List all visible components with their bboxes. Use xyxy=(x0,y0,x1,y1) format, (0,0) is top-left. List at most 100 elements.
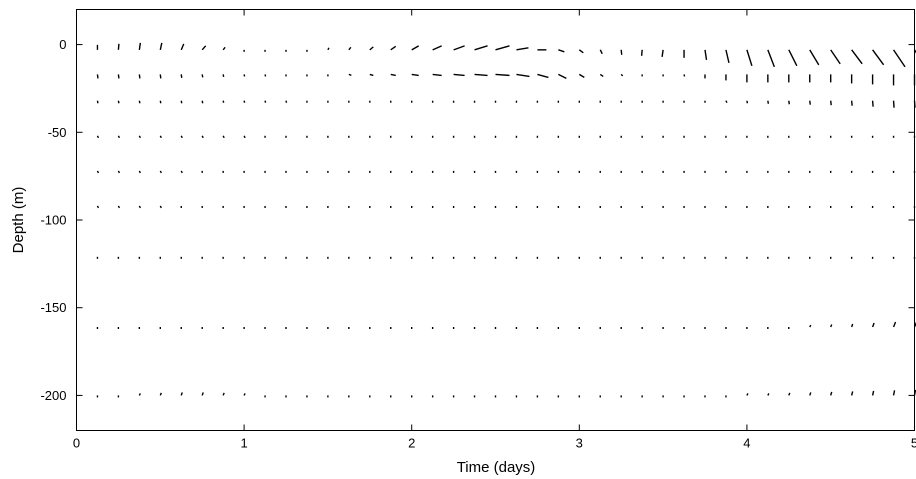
y-tick-label: -200 xyxy=(40,388,66,403)
vector-arrow xyxy=(117,170,121,174)
vector-arrow xyxy=(327,47,330,51)
vector-arrow xyxy=(201,135,204,139)
vector-arrow xyxy=(830,100,832,106)
vector-arrow xyxy=(264,74,267,77)
vector-arrow xyxy=(222,74,225,78)
vector-arrow xyxy=(871,322,875,328)
vector-arrow xyxy=(767,393,770,396)
axis-ticks xyxy=(76,9,915,431)
vector-arrow xyxy=(704,49,708,60)
vector-arrow xyxy=(474,45,488,51)
vector-arrow xyxy=(390,73,396,77)
vector-arrow xyxy=(453,73,465,77)
vector-arrow xyxy=(159,205,162,209)
vector-arrow xyxy=(180,100,183,104)
vector-arrow xyxy=(159,42,163,50)
vector-arrow xyxy=(913,389,916,396)
vector-arrow xyxy=(201,392,204,396)
vector-arrow xyxy=(117,205,121,209)
vector-arrow xyxy=(369,46,374,51)
vector-arrow xyxy=(620,73,624,77)
vector-arrow xyxy=(222,100,225,103)
vector-arrow xyxy=(243,393,246,396)
vector-arrow xyxy=(201,45,207,51)
vector-arrow xyxy=(411,45,420,51)
vector-arrow xyxy=(788,49,798,67)
x-tick-label: 3 xyxy=(576,436,583,451)
vector-arrow xyxy=(138,205,141,209)
vector-arrow xyxy=(453,45,465,51)
vector-arrow xyxy=(96,205,100,209)
vector-arrow xyxy=(725,49,730,64)
vector-arrow xyxy=(243,100,246,103)
vector-arrow xyxy=(180,392,183,396)
vector-arrow xyxy=(369,73,374,77)
plot-frame xyxy=(76,9,915,431)
vector-arrow xyxy=(892,100,895,108)
vector-arrow xyxy=(620,49,623,55)
vector-arrow xyxy=(117,43,120,50)
vector-arrow xyxy=(159,135,162,139)
vector-arrow xyxy=(892,49,906,68)
vector-arrow xyxy=(117,100,120,104)
vector-arrow xyxy=(348,46,352,51)
vector-arrow xyxy=(913,100,916,108)
vector-arrow xyxy=(746,49,753,67)
y-tick-label: -50 xyxy=(48,125,67,140)
vector-arrow xyxy=(495,45,510,51)
vector-arrow xyxy=(138,74,141,79)
vector-arrow xyxy=(830,324,833,328)
vector-arrow xyxy=(640,49,643,56)
vector-arrow xyxy=(537,73,549,79)
vector-arrow xyxy=(850,100,853,106)
vector-arrow xyxy=(180,135,183,139)
vector-arrow xyxy=(117,135,121,139)
axis-tick-labels: 0 1 2 3 4 5 0 -50 -100 -150 -200 xyxy=(40,37,916,450)
vector-arrow xyxy=(746,100,749,104)
vector-arrow xyxy=(411,73,419,77)
vector-arrow xyxy=(872,49,885,66)
vector-arrow xyxy=(767,49,776,68)
vector-arrow xyxy=(96,135,100,139)
vector-arrow xyxy=(222,135,225,139)
vector-arrow xyxy=(830,391,833,396)
vector-arrow xyxy=(599,49,603,55)
vector-arrow xyxy=(578,49,584,54)
vector-arrow xyxy=(871,390,875,396)
vector-arrow xyxy=(578,73,585,79)
vector-arrow xyxy=(285,100,288,103)
vector-arrow xyxy=(746,393,749,396)
vector-arrow xyxy=(809,392,812,396)
vector-arrow xyxy=(599,73,604,77)
vector-arrow xyxy=(558,49,565,53)
vector-arrow xyxy=(222,392,225,396)
vector-arrow xyxy=(138,135,141,139)
vector-arrow xyxy=(138,393,141,396)
vector-arrow xyxy=(788,100,790,105)
vector-arrow xyxy=(117,74,120,79)
vector-arrow xyxy=(159,170,162,174)
vector-arrow xyxy=(495,73,510,77)
vector-arrow xyxy=(892,321,897,328)
y-axis-title: Depth (m) xyxy=(10,187,27,254)
y-tick-label: -100 xyxy=(40,213,66,228)
vector-arrow xyxy=(661,49,664,57)
vector-arrow xyxy=(809,100,811,105)
vector-arrow xyxy=(558,73,567,80)
vector-arrow xyxy=(96,100,99,104)
vector-arrow xyxy=(850,391,854,396)
vector-arrow xyxy=(432,73,442,77)
vector-arrow xyxy=(96,170,100,174)
vector-arrow xyxy=(850,323,854,328)
vector-arrow xyxy=(348,73,352,77)
vector-arrow xyxy=(222,46,226,51)
x-tick-label: 5 xyxy=(911,436,916,451)
x-tick-label: 4 xyxy=(743,436,750,451)
vector-arrow xyxy=(159,392,162,396)
y-tick-label: 0 xyxy=(59,37,66,52)
x-axis-title: Time (days) xyxy=(457,459,536,476)
vector-arrow xyxy=(788,392,791,396)
x-tick-label: 0 xyxy=(73,436,80,451)
vector-arrow xyxy=(180,170,183,174)
